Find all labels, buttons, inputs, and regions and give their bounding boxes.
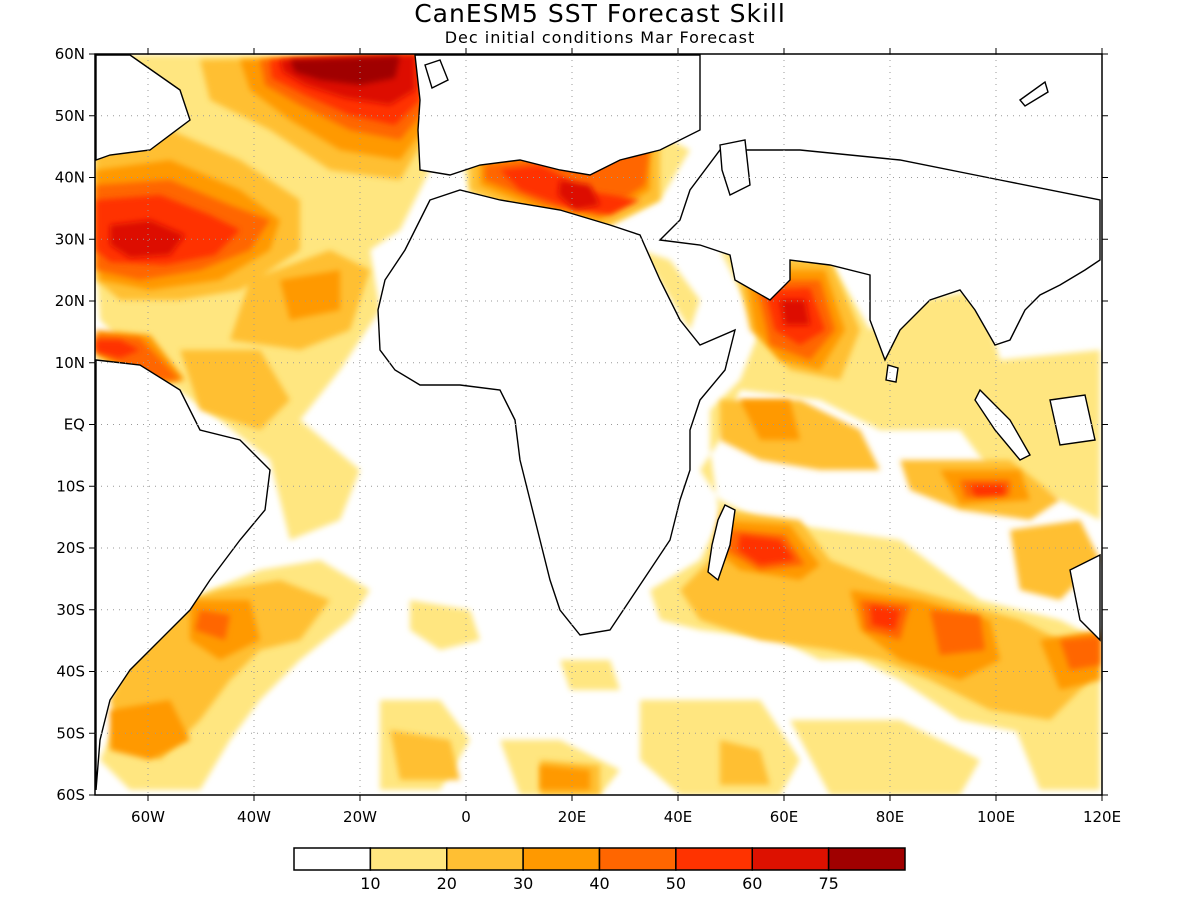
sri-lanka-coast (885, 364, 899, 383)
lon-tick-label: 60E (770, 808, 799, 826)
lon-tick-label: 40E (664, 808, 693, 826)
lat-tick-label: 50S (56, 724, 85, 742)
colorbar-label: 50 (666, 874, 686, 893)
colorbar-swatch (446, 847, 524, 871)
lon-tick-label: 60W (131, 808, 165, 826)
lat-tick-label: 10N (55, 354, 85, 372)
lat-tick-label: 40S (56, 663, 85, 681)
caspian-coast (719, 139, 751, 196)
colorbar-swatch (369, 847, 448, 871)
lon-tick-label: 20E (558, 808, 587, 826)
map-subtitle: Dec initial conditions Mar Forecast (444, 28, 756, 47)
south-america-coast (95, 359, 271, 791)
colorbar-swatch (827, 847, 906, 871)
colorbar-label: 10 (360, 874, 380, 893)
colorbar-swatch (598, 847, 677, 871)
colorbar-label: 30 (513, 874, 533, 893)
colorbar-label: 60 (742, 874, 762, 893)
map-title: CanESM5 SST Forecast Skill (414, 0, 786, 28)
borneo-coast (1049, 394, 1096, 446)
lon-tick-label: 40W (237, 808, 271, 826)
colorbar-swatch (675, 847, 753, 871)
latitude-axis: 60N 50N 40N 30N 20N 10N EQ 10S 20S 30S 40S 50S 60S (55, 45, 1108, 804)
lon-tick-label: 0 (461, 808, 471, 826)
lon-tick-label: 20W (343, 808, 377, 826)
europe-coast (414, 54, 701, 176)
colorbar-swatch (522, 847, 601, 871)
colorbar: 10 20 30 40 50 60 75 (293, 847, 906, 893)
colorbar-swatch (293, 847, 372, 871)
lat-tick-label: 30N (55, 230, 85, 248)
australia-coast (1069, 553, 1101, 642)
africa-coast (377, 189, 737, 636)
lon-tick-label: 80E (876, 808, 905, 826)
lon-tick-label: 120E (1083, 808, 1121, 826)
skill-level-75 (290, 56, 400, 85)
lat-tick-label: EQ (64, 416, 85, 434)
lat-tick-label: 60S (56, 786, 85, 804)
longitude-axis: 60W 40W 20W 0 20E 40E 60E 80E 100E 120E (131, 48, 1121, 826)
madagascar-coast (707, 504, 736, 582)
colorbar-label: 20 (437, 874, 457, 893)
colorbar-swatch (751, 847, 830, 871)
lat-tick-label: 30S (56, 601, 85, 619)
lat-tick-label: 10S (56, 477, 85, 495)
asia-coast (658, 149, 1101, 362)
americas-coast (95, 54, 191, 161)
british-isles-coast (424, 59, 449, 89)
lat-tick-label: 50N (55, 107, 85, 125)
colorbar-label: 40 (589, 874, 609, 893)
sumatra-coast (974, 388, 1031, 461)
lat-tick-label: 20S (56, 539, 85, 557)
lat-tick-label: 40N (55, 169, 85, 187)
lat-tick-label: 20N (55, 292, 85, 310)
japan-coast (1018, 80, 1049, 107)
lat-tick-label: 60N (55, 45, 85, 63)
colorbar-label: 75 (818, 874, 838, 893)
lon-tick-label: 100E (977, 808, 1015, 826)
